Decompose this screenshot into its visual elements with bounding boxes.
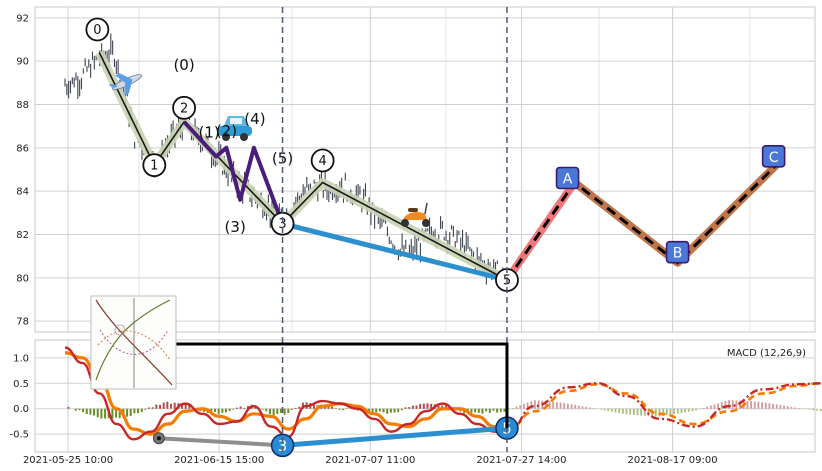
macd-divergence-line (282, 425, 508, 448)
subwave-line (182, 120, 285, 225)
projection-box (555, 166, 580, 190)
car-wheel (222, 133, 230, 141)
car-icon (218, 116, 252, 141)
projection-label: B (673, 246, 683, 262)
car-wheel (240, 133, 248, 141)
subwave-label: (0) (173, 56, 194, 74)
price-y-tick-label: 88 (16, 100, 29, 111)
scooter-body (403, 212, 427, 220)
macd-grey-link (158, 436, 283, 448)
wave-label: 3 (278, 217, 286, 232)
x-axis: 2021-05-25 10:00 2021-06-15 15:00 2021-07-… (23, 455, 718, 466)
subwave-label: (4) (244, 110, 265, 128)
macd-label: MACD (12,26,9) (727, 348, 806, 359)
price-y-tick-label: 86 (16, 143, 29, 154)
macd-line-projected (506, 382, 821, 435)
wave-label: 0 (93, 23, 101, 38)
scooter-wheel (401, 219, 409, 227)
projection-box (665, 240, 690, 264)
x-tick-label: 2021-07-27 14:00 (476, 455, 566, 466)
airplane-wing (115, 73, 133, 83)
airplane-tail (108, 83, 118, 88)
price-y-tick-label: 84 (16, 187, 29, 198)
thumbnail-image (90, 295, 177, 390)
x-tick-label: 2021-08-17 09:00 (627, 455, 717, 466)
scooter-wheel (422, 219, 430, 227)
car-window (230, 118, 242, 124)
airplane-icon (108, 73, 142, 96)
scooter-seat (408, 208, 418, 212)
wave-circle (310, 148, 335, 173)
price-y-tick-label: 92 (16, 13, 29, 24)
wave-circle (142, 153, 167, 178)
price-y-tick-label: 80 (16, 273, 29, 284)
macd-divergence-marker (270, 433, 295, 458)
projection-label: C (769, 150, 779, 166)
price-divergence-line (281, 221, 508, 283)
wave-vertical-markers (176, 7, 509, 452)
macd-signal-line (64, 351, 508, 436)
scooter-icon (401, 202, 430, 227)
icon-layer (108, 73, 430, 227)
wave-circle (85, 17, 110, 42)
price-grid (35, 7, 815, 332)
wave-label: 1 (150, 159, 158, 174)
macd-y-tick-label: 0.5 (13, 379, 29, 390)
wave-circle (172, 95, 196, 120)
wave-label: 4 (318, 154, 326, 169)
subwave-label: (2) (216, 122, 237, 140)
price-y-tick-label: 78 (16, 317, 29, 328)
wave-layer (95, 50, 510, 284)
airplane-wing (124, 79, 133, 96)
subwave-label: (1) (199, 124, 220, 142)
macd-marker-center (156, 436, 161, 441)
x-tick-label: 2021-06-15 15:00 (174, 455, 264, 466)
macd-y-axis: 1.0 0.5 0.0 -0.5 (9, 353, 29, 440)
macd-y-tick-label: 1.0 (13, 353, 29, 364)
x-tick-label: 2021-07-07 11:00 (325, 455, 415, 466)
price-y-tick-label: 82 (16, 230, 29, 241)
projection-label: A (563, 172, 573, 188)
macd-y-tick-label: -0.5 (9, 430, 29, 441)
x-tick-label: 2021-05-25 10:00 (23, 455, 113, 466)
macd-y-tick-label: 0.0 (13, 404, 29, 415)
macd-signal-projected (506, 381, 821, 432)
scooter-handle (424, 202, 428, 215)
macd-divergence-label: 3 (278, 437, 288, 455)
projection-dashed (505, 159, 782, 281)
subwave-label: (3) (225, 218, 246, 236)
price-y-axis: 78 80 82 84 86 88 90 92 (16, 13, 29, 327)
thumbnail-connector (176, 342, 509, 429)
projection-box (761, 145, 786, 168)
price-y-tick-label: 90 (16, 57, 29, 68)
wave-label: 2 (180, 101, 188, 116)
